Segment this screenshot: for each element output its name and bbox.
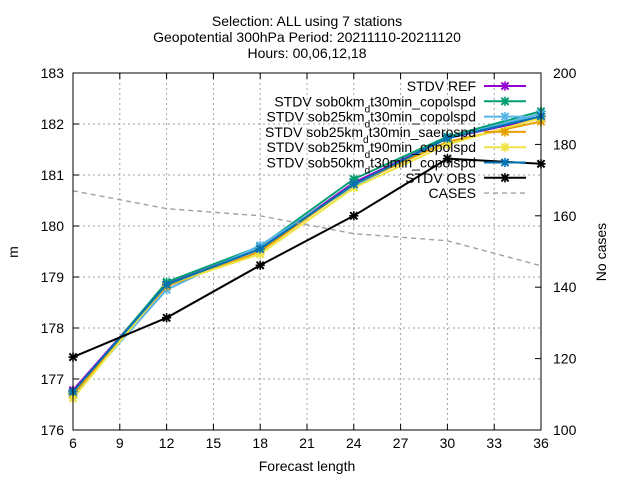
legend-label-tail: t30min_copolspd: [370, 93, 476, 109]
legend-label-subscript: d: [365, 150, 371, 161]
x-tick-label: 24: [346, 435, 362, 451]
legend-label-main: STDV sob25km: [265, 124, 363, 140]
series-7: [72, 190, 542, 267]
legend-label-tail: t30min_saerospd: [369, 124, 476, 140]
series-line: [72, 157, 542, 358]
y2-tick-label: 200: [553, 65, 577, 81]
x-tick-label: 12: [159, 435, 175, 451]
legend-label-tail: t30min_copolspd: [370, 109, 476, 125]
x-tick-label: 21: [299, 435, 315, 451]
x-tick-label: 9: [116, 435, 124, 451]
series-line: [72, 190, 542, 267]
legend-label-tail: t30min_copolspd: [370, 155, 476, 171]
x-tick-label: 27: [393, 435, 409, 451]
legend-label-subscript: d: [365, 119, 371, 130]
legend-label: STDV REF: [407, 78, 476, 94]
legend-label: STDV sob25kmdt90min_copolspd: [267, 139, 476, 161]
x-tick-label: 18: [252, 435, 268, 451]
legend-label-subscript: d: [365, 104, 371, 115]
legend-label-main: STDV sob0km: [274, 93, 364, 109]
title-line: Selection: ALL using 7 stations: [212, 13, 402, 29]
legend-label: STDV sob50kmdt30min_copolspd: [267, 155, 476, 177]
x-tick-label: 36: [533, 435, 549, 451]
legend-label-subscript: d: [363, 134, 369, 145]
title-line: Geopotential 300hPa Period: 20211110-202…: [153, 29, 461, 45]
legend-label-main: CASES: [429, 185, 476, 201]
x-tick-label: 15: [206, 435, 222, 451]
y-tick-label: 176: [41, 422, 65, 438]
y2-tick-label: 160: [553, 208, 577, 224]
y-tick-label: 178: [41, 320, 65, 336]
chart-title: Selection: ALL using 7 stationsGeopotent…: [153, 13, 461, 61]
x-axis-label: Forecast length: [259, 458, 356, 474]
y-tick-label: 183: [41, 65, 65, 81]
axis-ticks: 6 9 12 15 18 21 24 27 30 33 36 176 177 178 179 180 181 18…: [41, 65, 577, 451]
x-tick-label: 30: [440, 435, 456, 451]
y-tick-label: 181: [41, 167, 65, 183]
legend-label-main: STDV sob50km: [267, 155, 365, 171]
y2-tick-label: 180: [553, 136, 577, 152]
legend-label-main: STDV sob25km: [267, 109, 365, 125]
y-tick-label: 182: [41, 116, 65, 132]
y2-tick-label: 120: [553, 351, 577, 367]
y-axis-label: m: [5, 246, 21, 258]
x-tick-label: 6: [69, 435, 77, 451]
legend-label-main: STDV OBS: [405, 170, 476, 186]
legend-label-tail: t90min_copolspd: [370, 139, 476, 155]
grid-lines: [73, 73, 541, 430]
title-line: Hours: 00,06,12,18: [247, 45, 366, 61]
y-tick-label: 177: [41, 371, 65, 387]
series-line: [72, 110, 542, 394]
legend-label: STDV OBS: [405, 170, 476, 186]
y2-axis-label: No cases: [593, 223, 609, 281]
legend-label: CASES: [429, 185, 476, 201]
legend-label: STDV sob25kmdt30min_saerospd: [265, 124, 476, 146]
y2-tick-label: 100: [553, 422, 577, 438]
legend-label: STDV sob25kmdt30min_copolspd: [267, 109, 476, 131]
x-tick-label: 33: [486, 435, 502, 451]
legend-label-subscript: d: [365, 165, 371, 176]
y-tick-label: 180: [41, 218, 65, 234]
y-tick-label: 179: [41, 269, 65, 285]
series-line: [72, 115, 542, 393]
y2-tick-label: 140: [553, 279, 577, 295]
legend-label-main: STDV sob25km: [267, 139, 365, 155]
legend-label: STDV sob0kmdt30min_copolspd: [274, 93, 476, 115]
legend-label-main: STDV REF: [407, 78, 476, 94]
